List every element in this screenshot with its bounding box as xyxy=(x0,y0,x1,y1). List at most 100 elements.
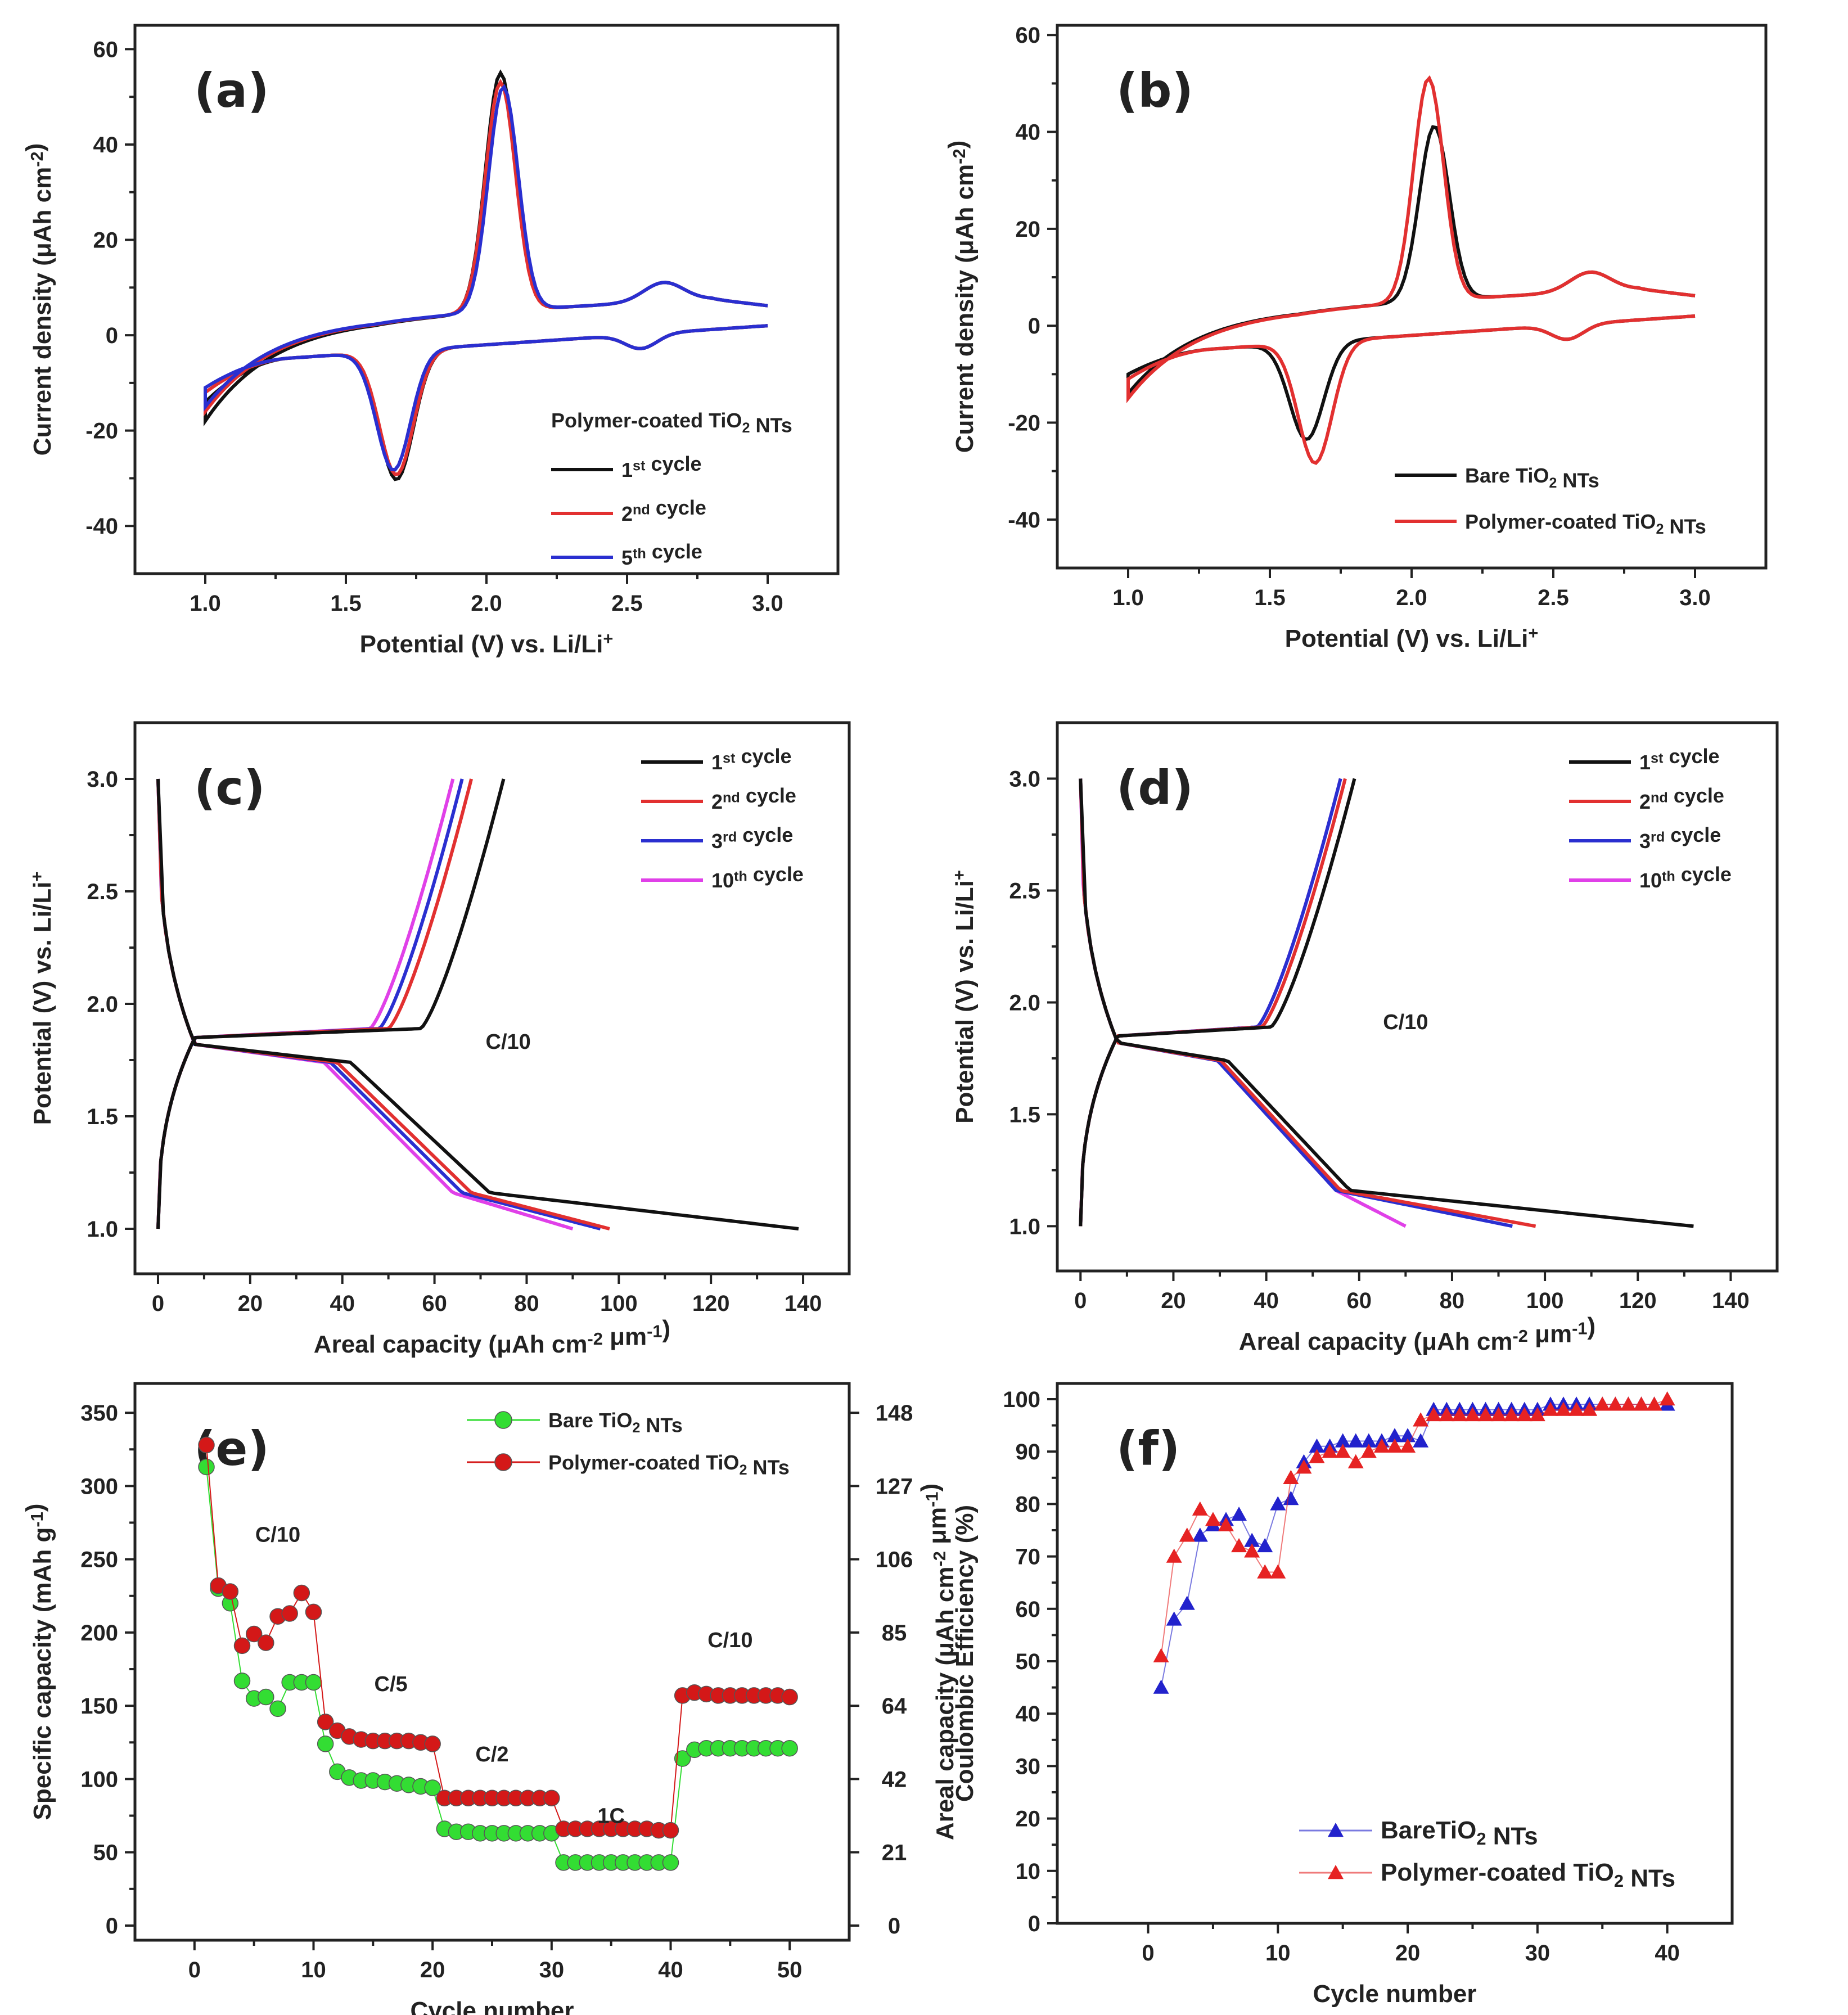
legend-item-1-label: Polymer-coated TiO2​ NTs xyxy=(1465,510,1706,538)
data-point xyxy=(317,1714,334,1730)
text-part: 3 xyxy=(711,830,723,853)
y-tick-label: 40 xyxy=(93,133,119,157)
text-part: cycle xyxy=(1675,863,1732,886)
legend-item-0-label: 1st​ cycle xyxy=(621,452,702,481)
legend-item-2-label: 3rd​ cycle xyxy=(1639,823,1721,853)
text-part: 0 xyxy=(888,1914,900,1939)
cv-curve-2 xyxy=(204,84,768,472)
data-point xyxy=(662,1822,679,1839)
text-part: Potential (V) vs. Li/Li xyxy=(1285,625,1529,652)
y-tick-label: 90 xyxy=(1016,1440,1041,1464)
y-tick-label: 70 xyxy=(1016,1545,1041,1570)
x-tick-label: 10 xyxy=(1265,1941,1291,1966)
text-part: 2 xyxy=(742,420,750,436)
x-tick-label: 60 xyxy=(422,1291,447,1316)
x-tick-label: 100 xyxy=(600,1291,638,1316)
text-part: nd xyxy=(723,790,740,806)
x-tick-label: 40 xyxy=(1655,1941,1680,1966)
y-axis-label: Potential (V) vs. Li/Li+​ xyxy=(949,870,979,1124)
y-tick-label: 60 xyxy=(1016,23,1041,48)
y2-axis-label: Areal capacity (μAh cm-2​ μm-1​) xyxy=(916,1484,959,1840)
y-tick-label: 20 xyxy=(1016,217,1041,242)
chart-a: 1.0 1.5 2.0 2.5 3.0 -40 -20 0 20 40 60 (a) Potential… xyxy=(21,24,840,658)
data-point xyxy=(674,1750,691,1767)
x-tick-label: 20 xyxy=(1395,1941,1421,1966)
text-part: 1 xyxy=(1639,751,1651,774)
y-tick-label: 20 xyxy=(93,228,119,253)
text-part: 1 xyxy=(711,751,723,774)
y2-tick-label: 64 xyxy=(882,1694,907,1719)
y-tick-label: 40 xyxy=(93,133,119,157)
y-tick-label: 60 xyxy=(1016,1597,1041,1622)
x-tick-label: 0 xyxy=(1142,1941,1154,1966)
data-point xyxy=(1283,1469,1299,1484)
data-point xyxy=(258,1688,274,1706)
panel-label: (c) xyxy=(194,760,265,815)
text-part: cycle xyxy=(737,823,793,846)
data-point xyxy=(1516,1407,1533,1422)
text-part: th xyxy=(1662,869,1675,885)
text-part: 2 xyxy=(1639,790,1651,813)
legend-marker xyxy=(1328,1823,1344,1837)
y-tick-label: 2.5 xyxy=(1009,878,1040,903)
data-point xyxy=(543,1789,560,1807)
discharge-curve-2 xyxy=(156,778,601,1230)
text-part: 2 xyxy=(1614,1871,1624,1891)
x-tick-label: 1.5 xyxy=(1254,585,1286,610)
y-tick-label: 0 xyxy=(106,1914,118,1939)
x-tick-label: 20 xyxy=(1161,1288,1186,1313)
data-point xyxy=(424,1735,441,1752)
x-tick-label: 140 xyxy=(785,1291,822,1316)
y-tick-label: 50 xyxy=(1016,1649,1041,1674)
text-part: Polymer-coated TiO xyxy=(1465,510,1656,533)
rate-label: C/5 xyxy=(375,1673,408,1696)
y-tick-label: 30 xyxy=(1016,1754,1041,1779)
x-tick-label: 2.5 xyxy=(1538,585,1569,610)
chart-e: 0 10 20 30 40 50050100150200250300350(e)Cycle… xyxy=(21,1382,959,2015)
text-part: -1 xyxy=(27,1512,47,1527)
x-tick-label: 40 xyxy=(330,1291,355,1316)
data-point xyxy=(1581,1401,1598,1416)
legend-item-0-label: BareTiO2​ NTs xyxy=(1381,1816,1538,1850)
y2-tick-label: 21 xyxy=(882,1841,907,1865)
text-part: + xyxy=(27,872,47,882)
x-axis-label: Potential (V) vs. Li/Li+​ xyxy=(1285,623,1539,652)
data-point xyxy=(1296,1459,1312,1474)
text-part: 3 xyxy=(1639,830,1651,853)
y-tick-label: 250 xyxy=(80,1548,118,1572)
text-part: cycle xyxy=(646,540,702,563)
text-part: -2 xyxy=(949,148,969,164)
text-part: Bare xyxy=(1381,1816,1436,1844)
plot-frame xyxy=(1056,721,1779,1273)
data-point xyxy=(1439,1407,1455,1422)
x-tick-label: 120 xyxy=(692,1291,730,1316)
text-part: 64 xyxy=(882,1694,907,1719)
x-axis-label: Areal capacity (μAh cm-2​ μm-1​) xyxy=(1239,1313,1595,1355)
y-tick-label: 40 xyxy=(1016,120,1041,145)
y-tick-label: 350 xyxy=(80,1401,118,1426)
data-point xyxy=(1360,1444,1377,1458)
data-point xyxy=(1270,1496,1286,1511)
data-point xyxy=(1335,1433,1351,1448)
y-tick-label: 40 xyxy=(1016,1702,1041,1727)
y-tick-label: 60 xyxy=(1016,1597,1041,1622)
legend-marker xyxy=(494,1411,512,1429)
data-point xyxy=(1270,1564,1286,1579)
charge-curve-3 xyxy=(156,778,455,1229)
text-part: th xyxy=(734,869,747,885)
text-part: NTs xyxy=(1486,1822,1538,1850)
x-tick-label: 40 xyxy=(1254,1288,1279,1313)
x-tick-label: 30 xyxy=(539,1958,565,1982)
y-tick-label: -20 xyxy=(85,419,118,444)
y-tick-label: -40 xyxy=(85,514,118,539)
legend-item-1-label: 2nd​ cycle xyxy=(621,496,706,525)
x-tick-label: 2.5 xyxy=(611,591,643,616)
x-tick-label: 60 xyxy=(1347,1288,1372,1313)
y-tick-label: 40 xyxy=(1016,120,1041,145)
data-point xyxy=(1283,1491,1299,1505)
text-part: μm xyxy=(924,1507,952,1551)
data-point xyxy=(1218,1517,1234,1531)
text-part: -2 xyxy=(930,1551,949,1566)
charge-curve-0 xyxy=(1079,778,1356,1227)
text-part: ) xyxy=(916,1484,944,1492)
